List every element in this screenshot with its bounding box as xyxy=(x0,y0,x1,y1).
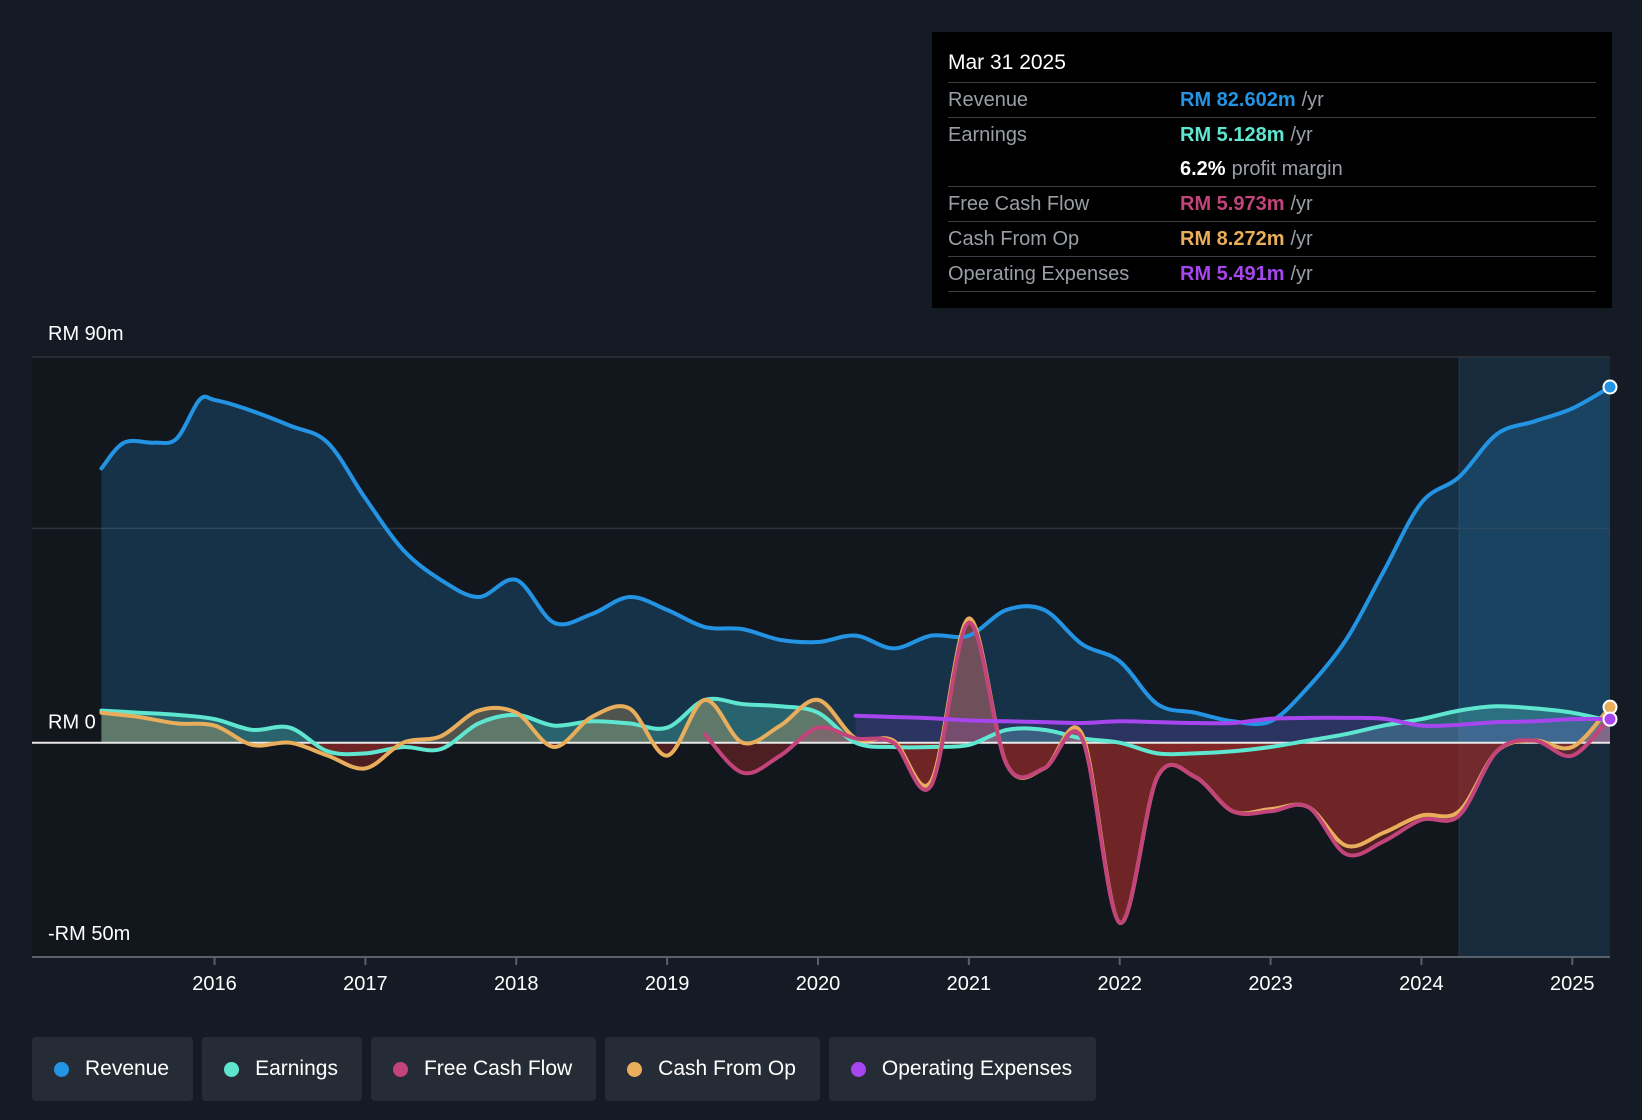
tooltip-row-profit-margin: 6.2% profit margin xyxy=(948,152,1596,186)
tooltip-label: Revenue xyxy=(948,88,1029,111)
legend-label: Revenue xyxy=(85,1057,170,1080)
tooltip-value: RM 5.128m xyxy=(1180,123,1285,146)
tooltip-row-cash-from-op: Cash From Op RM 8.272m /yr xyxy=(948,221,1596,256)
x-tick-label: 2019 xyxy=(645,973,690,995)
legend-dot-icon xyxy=(392,1061,408,1077)
tooltip-unit: /yr xyxy=(1290,192,1313,215)
x-tick-label: 2016 xyxy=(192,973,237,995)
tooltip-value: 6.2% xyxy=(1180,157,1226,180)
fcf-area-negative xyxy=(711,742,1589,923)
legend-dot-icon xyxy=(850,1061,866,1077)
tooltip-label: Free Cash Flow xyxy=(948,192,1090,215)
tooltip-unit: /yr xyxy=(1290,262,1313,285)
legend-item-cash-from-op[interactable]: Cash From Op xyxy=(605,1037,820,1101)
x-axis: 2016 2017 2018 2019 2020 2021 2022 2023 2024 2025 xyxy=(192,957,1595,995)
legend-dot-icon xyxy=(627,1061,643,1077)
revenue-area xyxy=(101,387,1610,743)
legend-item-operating-expenses[interactable]: Operating Expenses xyxy=(828,1037,1097,1101)
y-axis-label: RM 0 xyxy=(48,712,96,734)
tooltip-unit: /yr xyxy=(1290,227,1313,250)
tooltip-label: Cash From Op xyxy=(948,227,1080,250)
gridlines xyxy=(32,356,1610,530)
tooltip-unit: profit margin xyxy=(1231,157,1343,180)
legend-label: Cash From Op xyxy=(658,1057,796,1080)
legend-dot-icon xyxy=(224,1061,240,1077)
legend-label: Operating Expenses xyxy=(881,1057,1073,1080)
tooltip-value: RM 82.602m xyxy=(1180,88,1296,111)
y-axis-label: -RM 50m xyxy=(48,923,130,945)
chart-legend: Revenue Earnings Free Cash Flow Cash Fro… xyxy=(32,1037,1105,1101)
cfo-area-negative xyxy=(246,742,1579,923)
revenue-line xyxy=(99,385,1612,727)
forecast-region xyxy=(1459,357,1610,957)
y-axis-label: RM 90m xyxy=(48,323,124,345)
x-tick-label: 2018 xyxy=(494,973,539,995)
tooltip-value: RM 5.973m xyxy=(1180,192,1285,215)
x-tick-label: 2017 xyxy=(343,973,388,995)
plot-background xyxy=(32,357,1610,957)
tooltip-row-earnings: Earnings RM 5.128m /yr xyxy=(948,117,1596,152)
x-tick-label: 2024 xyxy=(1399,973,1444,995)
legend-label: Earnings xyxy=(255,1057,338,1080)
y-axis: RM 90m RM 0 -RM 50m xyxy=(48,323,130,945)
x-tick-label: 2021 xyxy=(947,973,992,995)
legend-label: Free Cash Flow xyxy=(423,1057,573,1080)
opex-end-marker xyxy=(1602,711,1618,727)
tooltip-unit: /yr xyxy=(1290,123,1313,146)
legend-item-free-cash-flow[interactable]: Free Cash Flow xyxy=(370,1037,597,1101)
tooltip-value: RM 5.491m xyxy=(1180,262,1285,285)
earnings-area-positive xyxy=(101,698,1610,743)
end-markers xyxy=(1602,379,1618,727)
opex-line xyxy=(853,713,1612,728)
tooltip-value: RM 8.272m xyxy=(1180,227,1285,250)
x-tick-label: 2022 xyxy=(1097,973,1142,995)
tooltip-unit: /yr xyxy=(1301,88,1324,111)
fcf-line xyxy=(702,620,1612,925)
x-tick-label: 2020 xyxy=(796,973,841,995)
tooltip-date: Mar 31 2025 xyxy=(948,51,1066,74)
data-tooltip: Mar 31 2025 Revenue RM 82.602m /yr Earni… xyxy=(932,32,1612,308)
x-tick-label: 2025 xyxy=(1550,973,1595,995)
revenue-end-marker xyxy=(1602,379,1618,395)
series-lines xyxy=(99,385,1612,925)
tooltip-label: Operating Expenses xyxy=(948,262,1130,285)
legend-item-earnings[interactable]: Earnings xyxy=(202,1037,362,1101)
legend-item-revenue[interactable]: Revenue xyxy=(32,1037,194,1101)
tooltip-row-operating-expenses: Operating Expenses RM 5.491m /yr xyxy=(948,256,1596,292)
tooltip-row-revenue: Revenue RM 82.602m /yr xyxy=(948,82,1596,117)
tooltip-label: Earnings xyxy=(948,123,1027,146)
earnings-line xyxy=(99,696,1612,757)
x-tick-label: 2023 xyxy=(1248,973,1293,995)
legend-dot-icon xyxy=(54,1061,69,1077)
tooltip-row-free-cash-flow: Free Cash Flow RM 5.973m /yr xyxy=(948,186,1596,221)
